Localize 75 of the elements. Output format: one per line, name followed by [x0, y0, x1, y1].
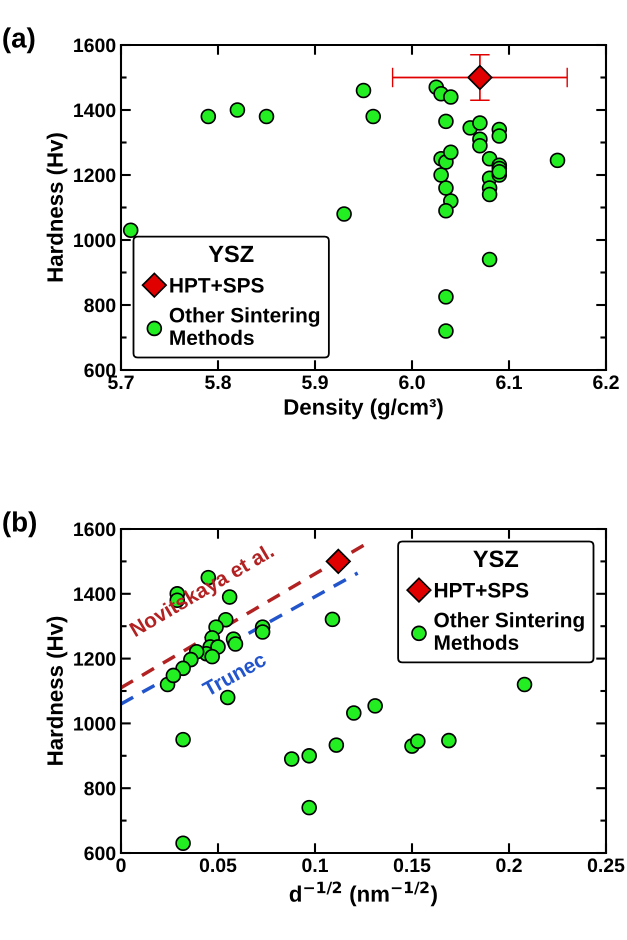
- y-tick-label: 600: [84, 363, 116, 378]
- x-tick-label: 6.1: [496, 375, 522, 390]
- point: [301, 748, 317, 764]
- y-tick-label: 800: [84, 782, 116, 796]
- x-tick-label: 5.8: [205, 375, 231, 390]
- y-tick-label: 1600: [74, 38, 116, 52]
- point: [324, 612, 340, 628]
- point: [443, 144, 459, 160]
- y-tick-label: 600: [84, 846, 116, 860]
- x-tick-label: 0.1: [302, 858, 328, 872]
- point: [410, 733, 426, 749]
- x-axis-title: Density (g/cm³): [284, 398, 443, 420]
- point: [492, 128, 508, 144]
- x-tick-label: 0.25: [588, 858, 624, 872]
- point: [516, 676, 532, 692]
- point: [356, 82, 372, 98]
- point: [365, 108, 381, 124]
- point: [433, 167, 449, 183]
- point: [550, 152, 566, 168]
- point: [228, 636, 244, 652]
- point: [326, 548, 351, 574]
- point: [336, 206, 352, 222]
- x-tick-label: 0.05: [200, 858, 236, 872]
- point: [175, 732, 191, 748]
- point: [175, 836, 191, 852]
- text: (a): [3, 27, 34, 54]
- point: [328, 737, 344, 753]
- point: [284, 751, 300, 767]
- x-tick-label: 5.9: [302, 375, 328, 390]
- point: [122, 222, 138, 238]
- x-tick-label: 5.7: [108, 376, 134, 390]
- legend-label: HPT+SPS: [434, 582, 528, 598]
- legend-title: YSZ: [473, 550, 518, 568]
- y-tick-label: 1200: [74, 652, 116, 666]
- point: [482, 186, 498, 202]
- legend-title: YSZ: [208, 246, 254, 262]
- y-tick-label: 1400: [74, 587, 116, 602]
- point: [254, 624, 270, 640]
- point: [367, 698, 383, 714]
- point: [472, 115, 488, 131]
- legend-label: HPT+SPS: [170, 278, 264, 293]
- y-tick-label: 1400: [74, 103, 116, 118]
- point: [200, 108, 216, 124]
- y-axis-title: Hardness (Hv): [46, 133, 68, 282]
- point: [443, 89, 459, 105]
- x-tick-label: 6.2: [593, 375, 619, 390]
- legend-label: Other Sintering Methods: [170, 307, 320, 346]
- x-tick-label: 0.15: [394, 858, 430, 872]
- point: [438, 323, 454, 339]
- point: [482, 252, 498, 268]
- point: [438, 202, 454, 219]
- y-tick-label: 1000: [74, 233, 116, 248]
- point: [438, 289, 454, 305]
- y-tick-label: 800: [84, 298, 116, 312]
- legend-label: Other Sintering Methods: [434, 612, 584, 650]
- x-tick-label: 0: [116, 858, 126, 872]
- point: [472, 138, 488, 154]
- y-tick-label: 1200: [74, 168, 116, 182]
- y-tick-label: 1600: [74, 522, 116, 536]
- y-tick-label: 1000: [74, 716, 116, 731]
- point: [438, 180, 454, 196]
- x-tick-label: 6.0: [399, 375, 425, 390]
- point: [438, 114, 454, 130]
- point: [467, 64, 493, 90]
- point: [230, 102, 246, 118]
- y-axis-title: Hardness (Hv): [46, 616, 68, 765]
- point: [492, 164, 508, 180]
- x-axis-title: d$^{−1/2}$ (nm$^{−1/2}$): [290, 882, 437, 906]
- point: [166, 668, 182, 684]
- x-tick-label: 0.2: [496, 858, 522, 872]
- point: [258, 108, 274, 124]
- text: (b): [3, 511, 36, 538]
- point: [301, 800, 317, 816]
- point: [441, 732, 457, 748]
- point: [346, 705, 362, 721]
